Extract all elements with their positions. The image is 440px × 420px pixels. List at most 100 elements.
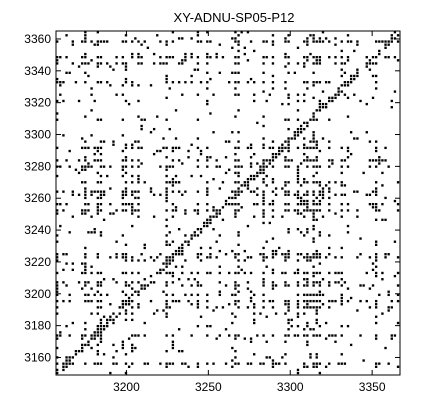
heatmap-cell: [309, 256, 312, 259]
heatmap-cell: [321, 102, 325, 106]
heatmap-cell: [306, 56, 309, 59]
heatmap-cell: [184, 212, 187, 215]
heatmap-cell: [137, 190, 140, 193]
heatmap-cell: [321, 293, 325, 297]
heatmap-cell: [378, 52, 381, 56]
heatmap-cell: [374, 218, 378, 221]
heatmap-cell: [268, 221, 271, 225]
heatmap-cell: [99, 362, 103, 365]
heatmap-cell: [165, 174, 168, 178]
heatmap-cell: [328, 299, 331, 303]
heatmap-cell: [84, 190, 87, 193]
heatmap-cell: [196, 299, 200, 303]
heatmap-cell: [284, 259, 287, 262]
heatmap-cell: [137, 281, 140, 284]
heatmap-cell: [190, 37, 193, 40]
heatmap-cell: [393, 334, 397, 337]
heatmap-cell: [368, 140, 372, 143]
heatmap-cell: [334, 281, 337, 284]
heatmap-cell: [99, 299, 103, 303]
heatmap-cell: [165, 303, 168, 306]
heatmap-cell: [99, 334, 103, 337]
heatmap-cell: [187, 299, 190, 303]
heatmap-cell: [393, 31, 397, 34]
heatmap-cell: [274, 284, 278, 287]
heatmap-cell: [209, 256, 212, 259]
heatmap-cell: [190, 237, 193, 240]
heatmap-cell: [224, 171, 228, 175]
heatmap-cell: [184, 259, 187, 262]
heatmap-cell: [253, 93, 256, 96]
heatmap-cell: [371, 56, 375, 59]
heatmap-cell: [209, 324, 212, 328]
heatmap-cell: [109, 212, 112, 215]
heatmap-cell: [68, 334, 71, 337]
heatmap-cell: [287, 203, 290, 206]
heatmap-cell: [346, 287, 350, 290]
heatmap-cell: [368, 159, 372, 162]
heatmap-cell: [174, 253, 178, 256]
heatmap-cell: [315, 181, 318, 184]
heatmap-cell: [165, 259, 168, 262]
heatmap-cell: [137, 203, 140, 206]
heatmap-cell: [396, 40, 400, 43]
heatmap-cell: [206, 71, 209, 74]
heatmap-cell: [177, 328, 181, 331]
heatmap-cell: [221, 206, 225, 209]
heatmap-cell: [306, 121, 309, 125]
heatmap-cell: [378, 293, 381, 297]
heatmap-cell: [196, 56, 200, 59]
heatmap-cell: [218, 187, 221, 190]
heatmap-cell: [68, 231, 71, 234]
heatmap-cell: [306, 124, 309, 128]
heatmap-cell: [340, 299, 343, 303]
heatmap-cell: [159, 193, 162, 196]
heatmap-cell: [256, 171, 259, 175]
heatmap-cell: [296, 146, 300, 150]
heatmap-cell: [262, 193, 265, 196]
heatmap-cell: [296, 181, 300, 184]
heatmap-cell: [124, 353, 128, 356]
heatmap-cell: [99, 284, 103, 287]
heatmap-cell: [318, 102, 322, 106]
heatmap-cell: [184, 362, 187, 365]
heatmap-cell: [303, 293, 306, 297]
heatmap-cell: [290, 137, 293, 140]
heatmap-cell: [206, 299, 209, 303]
heatmap-cell: [303, 181, 306, 184]
heatmap-cell: [90, 215, 93, 218]
heatmap-cell: [165, 168, 168, 171]
heatmap-cell: [306, 209, 309, 212]
heatmap-cell: [187, 156, 190, 159]
heatmap-cell: [206, 334, 209, 337]
heatmap-cell: [206, 102, 209, 106]
heatmap-cell: [106, 174, 109, 178]
heatmap-cell: [109, 256, 112, 259]
heatmap-cell: [296, 118, 300, 121]
heatmap-cell: [296, 134, 300, 137]
heatmap-cell: [303, 137, 306, 140]
heatmap-cell: [196, 306, 200, 309]
heatmap-cell: [384, 253, 387, 256]
heatmap-cell: [318, 306, 322, 309]
heatmap-cell: [296, 271, 300, 275]
heatmap-cell: [390, 306, 393, 309]
heatmap-cell: [193, 278, 196, 281]
heatmap-cell: [303, 312, 306, 315]
heatmap-cell: [284, 181, 287, 184]
heatmap-cell: [393, 199, 397, 203]
heatmap-cell: [140, 253, 143, 256]
heatmap-cell: [378, 49, 381, 53]
heatmap-cell: [234, 281, 237, 284]
heatmap-cell: [262, 62, 265, 65]
heatmap-cell: [231, 196, 234, 200]
heatmap-cell: [209, 246, 212, 250]
heatmap-cell: [90, 265, 93, 268]
heatmap-cell: [159, 149, 162, 153]
heatmap-cell: [371, 96, 375, 100]
heatmap-cell: [306, 146, 309, 150]
heatmap-cell: [206, 87, 209, 90]
heatmap-cell: [321, 106, 325, 109]
heatmap-cell: [59, 203, 62, 206]
heatmap-cell: [87, 162, 90, 165]
